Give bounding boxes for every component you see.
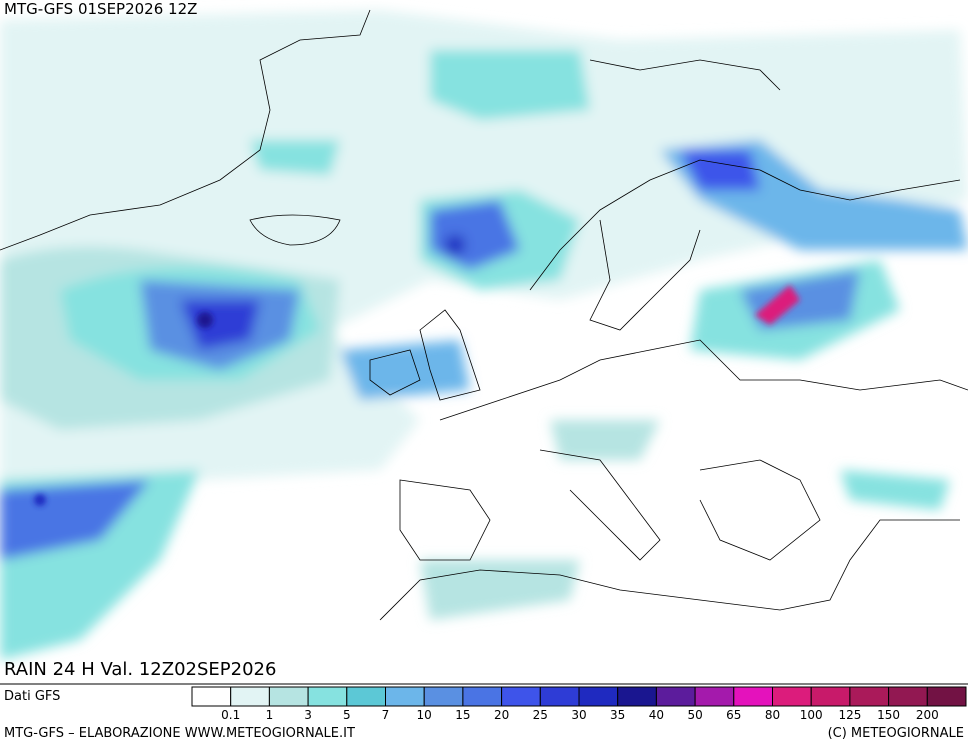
legend-swatch — [307, 686, 348, 707]
legend-swatch — [423, 686, 464, 707]
legend-swatch — [733, 686, 773, 707]
legend-swatch — [926, 686, 967, 707]
legend-swatch — [810, 686, 851, 707]
legend-label: 15 — [455, 708, 470, 722]
legend-swatch — [268, 686, 309, 707]
legend-label: 200 — [916, 708, 939, 722]
legend-label: 40 — [649, 708, 664, 722]
footer-left: MTG-GFS – ELABORAZIONE WWW.METEOGIORNALE… — [4, 726, 355, 741]
legend-swatch — [385, 686, 425, 707]
rain-field — [0, 10, 968, 660]
legend-swatch — [849, 686, 890, 707]
legend-swatch — [346, 686, 386, 707]
legend-label: 0.1 — [221, 708, 240, 722]
map: MTG-GFS 01SEP2026 12Z RAIN 24 H Val. 12Z… — [0, 0, 968, 685]
legend-label: 150 — [877, 708, 900, 722]
footer-right: (C) METEOGIORNALE — [828, 726, 964, 741]
legend-swatch — [539, 686, 580, 707]
legend-label: 20 — [494, 708, 509, 722]
legend-label: 25 — [533, 708, 548, 722]
legend-label: 30 — [571, 708, 586, 722]
map-caption: RAIN 24 H Val. 12Z02SEP2026 — [4, 659, 276, 680]
legend-swatch — [578, 686, 619, 707]
legend-label: 7 — [382, 708, 390, 722]
legend-swatch — [694, 686, 735, 707]
legend-label: 10 — [417, 708, 432, 722]
legend-label: 1 — [266, 708, 274, 722]
legend-label: 80 — [765, 708, 780, 722]
legend-swatch — [501, 686, 541, 707]
legend-label: 3 — [304, 708, 312, 722]
legend: 0.1 1 3 5 7 10 15 20 25 30 35 40 50 65 80 100 125 150 200 — [191, 686, 967, 722]
legend-label: 65 — [726, 708, 741, 722]
map-header: MTG-GFS 01SEP2026 12Z — [4, 0, 197, 18]
legend-label: 100 — [800, 708, 823, 722]
legend-label: 5 — [343, 708, 351, 722]
legend-label: 125 — [838, 708, 861, 722]
legend-swatch — [772, 686, 812, 707]
legend-swatch — [191, 686, 232, 707]
legend-source: Dati GFS — [4, 689, 60, 704]
legend-label: 35 — [610, 708, 625, 722]
legend-swatch — [617, 686, 657, 707]
legend-label: 50 — [687, 708, 702, 722]
legend-swatch — [230, 686, 270, 707]
coastlines — [0, 9, 968, 621]
legend-swatch — [462, 686, 503, 707]
legend-swatch — [888, 686, 928, 707]
legend-swatch — [655, 686, 696, 707]
